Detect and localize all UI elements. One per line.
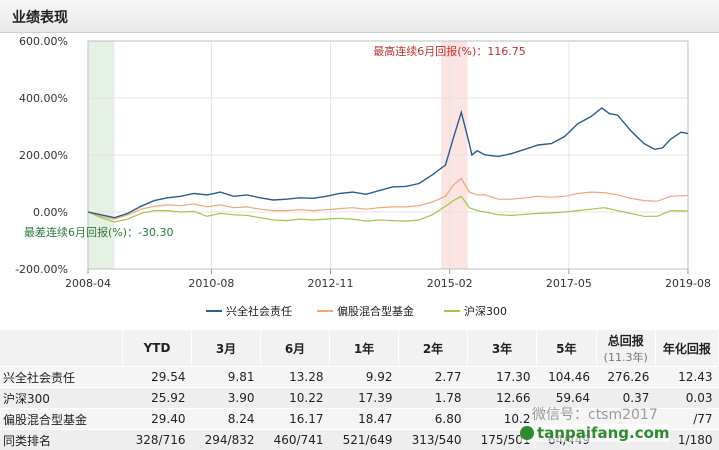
table-cell: 16.17 [260, 408, 330, 430]
table-cell: 29.54 [122, 366, 192, 388]
table-cell: 18.47 [329, 408, 399, 430]
header-cell: 2年 [398, 330, 468, 367]
row-label: 偏股混合型基金 [0, 408, 123, 430]
series-line-1 [87, 177, 689, 220]
header-cell: 5年 [536, 330, 597, 367]
table-cell: 9.92 [329, 366, 399, 388]
chart-svg: 600.00% 400.00% 200.00% 0.00% -200.00%2008-0… [15, 35, 711, 290]
section-title: 业绩表现 [12, 10, 68, 26]
x-tick-label: 2010-08 [188, 277, 234, 290]
y-tick-label: -200.00% [15, 263, 68, 276]
row-label: 兴全社会责任 [0, 366, 123, 388]
table-cell: 17.39 [329, 387, 399, 409]
header-cell: 3年 [467, 330, 537, 367]
returns-table-wrap: YTD 3月 6月 1年 2年 3年 5年 总回报 (11.3年) 年化回报 兴… [0, 330, 719, 450]
table-cell: 10.2 [467, 408, 537, 430]
table-cell: 29.40 [122, 408, 192, 430]
watermark-site-icon [520, 426, 534, 440]
table-cell: 175/501 [467, 429, 537, 450]
y-tick-label: 200.00% [19, 149, 68, 162]
table-cell: 276.26 [596, 366, 656, 388]
table-cell: 59.64 [536, 387, 597, 409]
table-cell: 17.30 [467, 366, 537, 388]
table-cell: 25.92 [122, 387, 192, 409]
table-cell: 9.81 [191, 366, 261, 388]
table-header-row: YTD 3月 6月 1年 2年 3年 5年 总回报 (11.3年) 年化回报 [0, 330, 719, 367]
min-return-annotation: 最差连续6月回报(%)：-30.30 [24, 225, 174, 239]
watermark-site-text: tanpaifang.com [537, 424, 670, 442]
table-cell: 0.37 [596, 387, 656, 409]
header-total-sub: (11.3年) [603, 350, 648, 364]
row-label: 沪深300 [0, 387, 123, 409]
y-tick-label: 600.00% [19, 35, 68, 48]
table-cell: 6.80 [398, 408, 468, 430]
returns-table: YTD 3月 6月 1年 2年 3年 5年 总回报 (11.3年) 年化回报 兴… [0, 330, 719, 450]
table-cell: 13.28 [260, 366, 330, 388]
table-cell: 1/180 [655, 429, 719, 450]
table-cell: 2.77 [398, 366, 468, 388]
table-cell: 104.46 [536, 366, 597, 388]
plot-border [87, 40, 689, 270]
watermark-wechat: 微信号：ctsm2017 [532, 407, 658, 423]
performance-chart: 600.00% 400.00% 200.00% 0.00% -200.00% 2008-0… [0, 33, 719, 328]
table-row: 同类排名 328/716 294/832 460/741 521/649 313/540 1… [0, 429, 719, 450]
header-cell: 年化回报 [655, 330, 719, 367]
section-header: 业绩表现 [0, 0, 719, 33]
series-line-0 [87, 107, 689, 219]
table-cell: 12.66 [467, 387, 537, 409]
legend-label: 沪深300 [464, 304, 507, 318]
x-tick-label: 2008-04 [65, 277, 111, 290]
table-cell: 313/540 [398, 429, 468, 450]
header-cell: 6月 [260, 330, 330, 367]
table-cell: 12.43 [655, 366, 719, 388]
header-cell: 1年 [329, 330, 399, 367]
y-tick-label: 400.00% [19, 92, 68, 105]
series-line-2 [87, 195, 689, 223]
row-label: 同类排名 [0, 429, 123, 450]
table-cell: 10.22 [260, 387, 330, 409]
header-cell-total: 总回报 (11.3年) [596, 330, 656, 367]
legend-label: 兴全社会责任 [226, 304, 292, 318]
x-tick-label: 2019-08 [665, 277, 711, 290]
header-cell: YTD [122, 330, 192, 367]
table-cell: 8.24 [191, 408, 261, 430]
header-total-label: 总回报 [607, 333, 644, 348]
legend-label: 偏股混合型基金 [337, 304, 414, 318]
table-cell: 460/741 [260, 429, 330, 450]
table-row: 兴全社会责任 29.54 9.81 13.28 9.92 2.77 17.30 104.46 2… [0, 366, 719, 388]
max-return-annotation: 最高连续6月回报(%)：116.75 [373, 44, 526, 58]
header-cell [0, 330, 123, 367]
x-tick-label: 2015-02 [427, 277, 473, 290]
table-row: 沪深300 25.92 3.90 10.22 17.39 1.78 12.66 59.64 0.… [0, 387, 719, 409]
table-cell: 328/716 [122, 429, 192, 450]
watermark-site: tanpaifang.com [520, 424, 670, 442]
table-cell: 1.78 [398, 387, 468, 409]
x-tick-label: 2017-05 [546, 277, 592, 290]
table-row: 偏股混合型基金 29.40 8.24 16.17 18.47 6.80 10.2/77 [0, 408, 719, 430]
table-cell: 3.90 [191, 387, 261, 409]
header-cell: 3月 [191, 330, 261, 367]
chart-legend: 兴全社会责任 偏股混合型基金 沪深300 [0, 300, 719, 322]
table-cell: 294/832 [191, 429, 261, 450]
y-tick-label: 0.00% [33, 206, 68, 219]
x-tick-label: 2012-11 [308, 277, 354, 290]
table-cell: /77 [655, 408, 719, 430]
table-cell: 0.03 [655, 387, 719, 409]
table-cell: 521/649 [329, 429, 399, 450]
